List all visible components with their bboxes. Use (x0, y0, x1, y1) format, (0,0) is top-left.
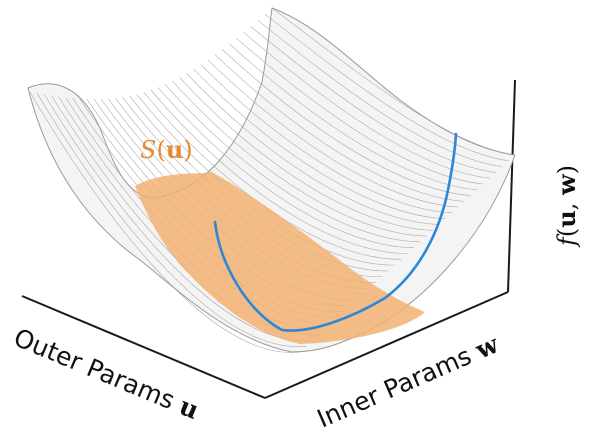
mesh-line (243, 32, 490, 179)
mesh-line (264, 13, 509, 162)
mesh-line (250, 26, 497, 173)
mesh-line (207, 59, 459, 208)
z-axis-var2: w (552, 173, 581, 196)
inner-axis-line (264, 291, 509, 399)
outer-axis-label: Outer Params u (10, 323, 203, 425)
mesh-line (193, 68, 446, 219)
mesh-line (179, 77, 433, 231)
mesh-line (157, 87, 414, 248)
outer-axis-line (21, 295, 266, 399)
mesh-line (200, 64, 452, 214)
solution-set-open-paren: ( (156, 136, 165, 164)
outer-axis-text: Outer Params (10, 323, 187, 418)
solution-set-symbol: S (140, 136, 156, 164)
inner-axis-label: Inner Params w (313, 329, 504, 434)
inner-axis-text: Inner Params (313, 338, 483, 434)
mesh-line (229, 43, 478, 191)
mesh-line (172, 80, 427, 237)
mesh-line (186, 73, 440, 225)
z-axis-var1: u (552, 210, 581, 227)
mesh-line (214, 54, 465, 202)
mesh-line (257, 20, 503, 167)
z-axis-label: f(u, w) (552, 165, 581, 248)
vertical-axis-line (507, 79, 516, 293)
solution-set-region (135, 172, 425, 344)
z-axis-sep: , (553, 195, 581, 210)
mesh-line (150, 89, 408, 254)
z-axis-close-paren: ) (553, 165, 581, 174)
solution-set-label: S(u) (140, 135, 193, 164)
solution-set-var: u (166, 135, 183, 164)
mesh-line (221, 49, 471, 196)
mesh-line (29, 91, 301, 353)
mesh-line (164, 84, 421, 243)
mesh-line (36, 93, 307, 347)
mesh-line (271, 7, 516, 156)
solution-set-close-paren: ) (183, 136, 192, 164)
optimization-path (213, 132, 458, 332)
axes (21, 79, 516, 399)
mesh-line (236, 37, 484, 185)
z-axis-open-paren: ( (553, 228, 581, 237)
